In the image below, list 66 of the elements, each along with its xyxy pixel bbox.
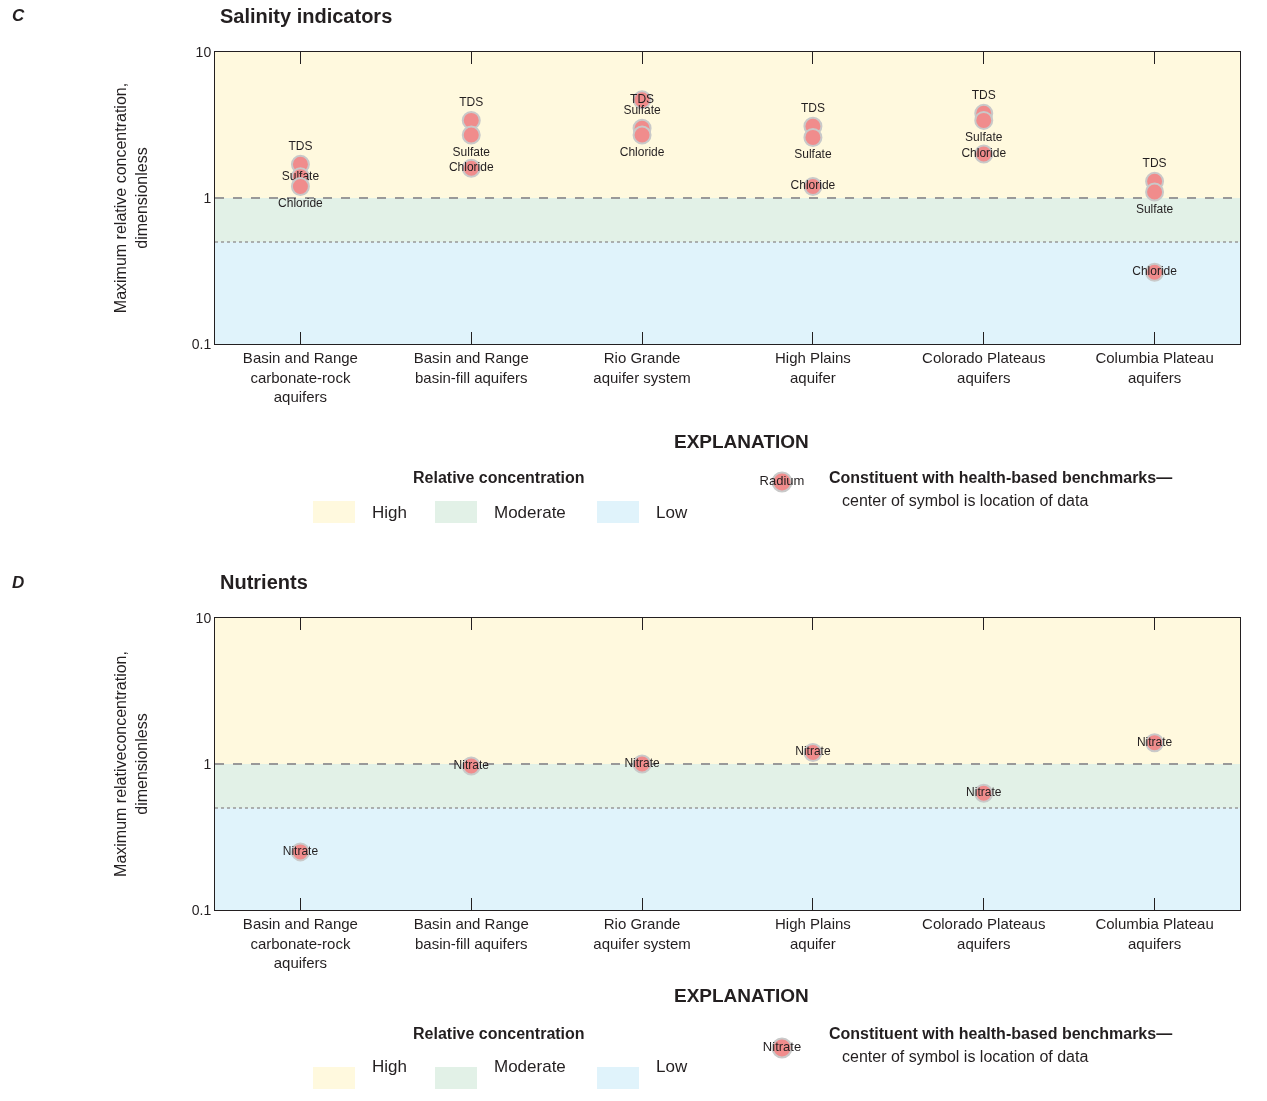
text: TDS bbox=[459, 94, 484, 109]
y-tick-label: 1 bbox=[203, 189, 212, 206]
text: Sulfate bbox=[965, 130, 1003, 145]
text: Sulfate bbox=[1135, 201, 1174, 216]
text: Nitrate bbox=[282, 843, 319, 858]
text: Chloride bbox=[961, 146, 1007, 161]
legend-label: High bbox=[372, 1057, 407, 1076]
legend-title: Relative concentration bbox=[413, 1025, 585, 1042]
text: Constituent with health-based benchmarks— bbox=[829, 469, 1173, 486]
x-tick-label: Basin and Range carbonate-rock aquifers bbox=[242, 349, 358, 405]
text: EXPLANATION bbox=[674, 985, 809, 1006]
point bbox=[974, 110, 994, 130]
text: Nitrate bbox=[624, 756, 660, 770]
point bbox=[632, 125, 652, 145]
point bbox=[803, 127, 823, 147]
x-tick-label: Basin and Range basin-fill aquifers bbox=[413, 915, 529, 952]
point bbox=[1145, 182, 1165, 202]
series-label: Chloride bbox=[790, 178, 836, 193]
text: TDS bbox=[971, 87, 996, 102]
text: TDS bbox=[800, 100, 825, 115]
legend-label: Moderate bbox=[494, 1057, 566, 1076]
text: Nitrate bbox=[1136, 734, 1173, 749]
text: TDS bbox=[288, 138, 313, 153]
text: Sulfate bbox=[452, 144, 490, 159]
text: Chloride bbox=[448, 160, 494, 175]
x-tick-label: Columbia Plateau aquifers bbox=[1095, 349, 1214, 386]
y-axis-title: Maximum relative concentration, dimensionless bbox=[111, 82, 150, 314]
text: Sulfate bbox=[794, 147, 832, 162]
text: Chloride bbox=[278, 196, 323, 211]
legend-title: Relative concentration bbox=[413, 469, 585, 486]
x-tick-label: Rio Grande aquifer system bbox=[593, 915, 691, 952]
y-tick-label: 1 bbox=[203, 755, 212, 772]
text: Constituent with health-based benchmarks— bbox=[829, 1025, 1173, 1042]
x-tick-label: Colorado Plateaus aquifers bbox=[922, 915, 1046, 952]
legend-label: Low bbox=[656, 1057, 688, 1076]
text: Nitrate bbox=[762, 1039, 802, 1055]
x-tick-label: High Plains aquifer bbox=[774, 349, 851, 386]
legend-label: Low bbox=[656, 503, 688, 522]
text: EXPLANATION bbox=[674, 431, 809, 452]
text: Chloride bbox=[619, 144, 665, 159]
x-tick-label: Basin and Range carbonate-rock aquifers bbox=[242, 915, 358, 971]
y-tick-label: 10 bbox=[195, 609, 212, 626]
x-tick-label: Colorado Plateaus aquifers bbox=[922, 349, 1046, 386]
series-label: Nitrate bbox=[453, 757, 490, 772]
y-tick-label: 0.1 bbox=[191, 901, 212, 918]
text: Nitrate bbox=[795, 744, 831, 759]
y-tick-label: 10 bbox=[195, 43, 212, 60]
text: C bbox=[12, 6, 25, 25]
x-tick-label: Rio Grande aquifer system bbox=[593, 349, 691, 386]
y-tick-label: 0.1 bbox=[191, 335, 212, 352]
chart-title: Salinity indicators bbox=[220, 5, 393, 27]
text: Chloride bbox=[1132, 264, 1177, 279]
x-tick-label: Columbia Plateau aquifers bbox=[1095, 915, 1214, 952]
text: TDS bbox=[1142, 155, 1167, 170]
text: D bbox=[12, 573, 25, 592]
text: center of symbol is location of data bbox=[842, 492, 1089, 509]
text: Radium bbox=[759, 473, 805, 489]
text: Nitrate bbox=[966, 785, 1002, 800]
point bbox=[461, 125, 481, 145]
legend-label: Moderate bbox=[494, 503, 566, 522]
y-axis-title: Maximum relativeconcentration, dimensionless bbox=[111, 651, 150, 877]
text: center of symbol is location of data bbox=[842, 1048, 1089, 1065]
legend-label: High bbox=[372, 503, 407, 522]
x-tick-label: High Plains aquifer bbox=[774, 915, 851, 952]
x-tick-label: Basin and Range basin-fill aquifers bbox=[413, 349, 529, 386]
chart-title: Nutrients bbox=[220, 571, 308, 593]
